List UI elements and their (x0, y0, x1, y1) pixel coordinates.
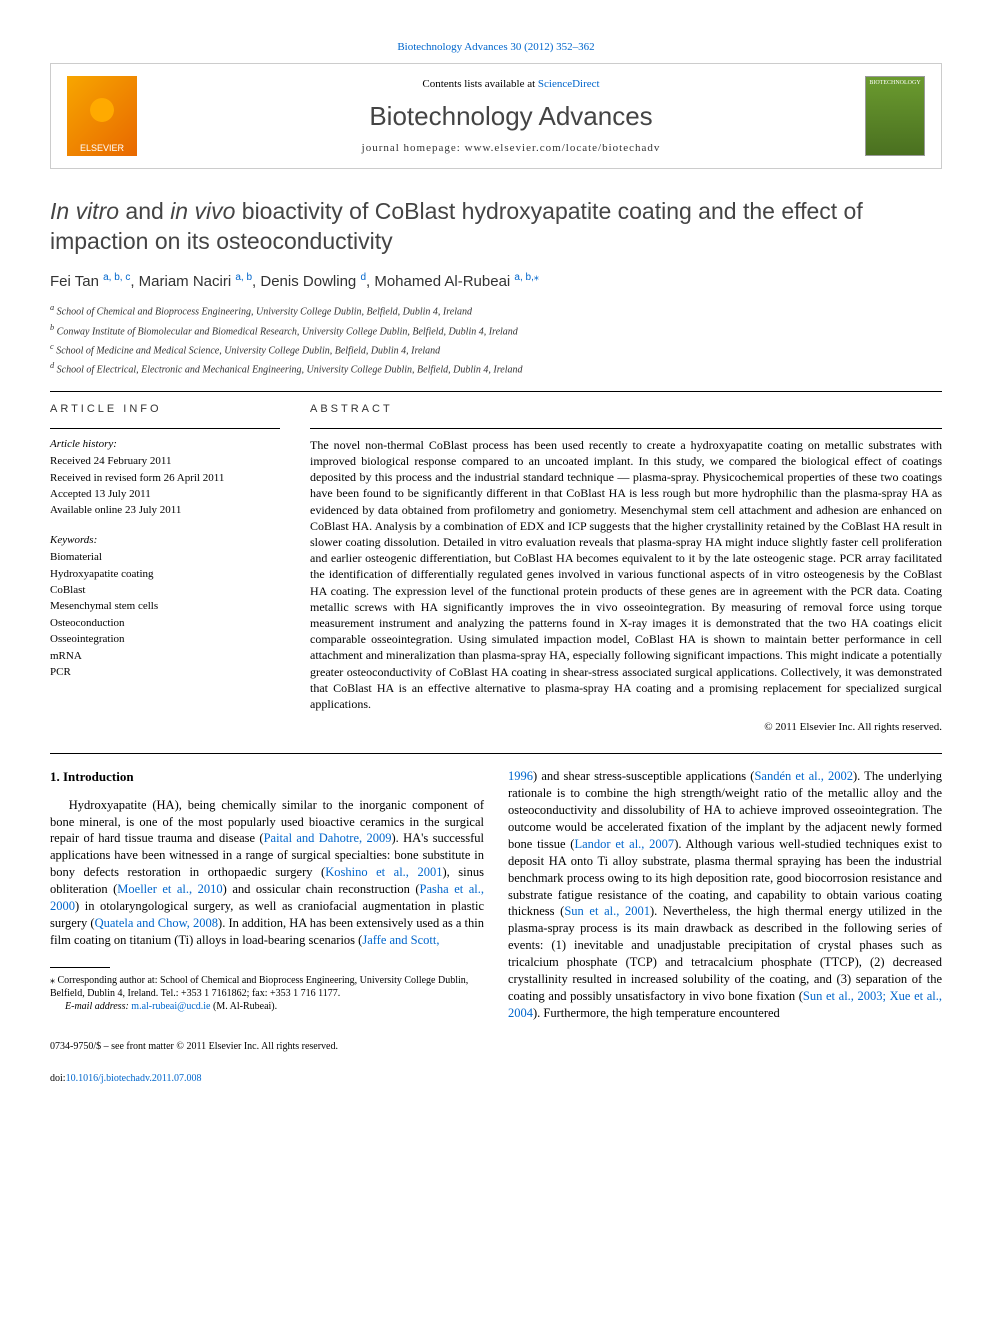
keyword: Osteoconduction (50, 616, 280, 631)
abstract-head: ABSTRACT (310, 402, 942, 417)
title-mid: and (119, 198, 170, 224)
journal-header: ELSEVIER Contents lists available at Sci… (50, 63, 942, 169)
homepage-pre: journal homepage: (362, 142, 465, 154)
keyword: Mesenchymal stem cells (50, 599, 280, 614)
divider-1 (50, 391, 942, 392)
ref-link[interactable]: Paital and Dahotre, 2009 (264, 831, 392, 845)
contents-line: Contents lists available at ScienceDirec… (157, 77, 865, 92)
footnote-separator (50, 967, 110, 968)
article-info: ARTICLE INFO Article history: Received 2… (50, 402, 280, 735)
section-heading: 1. Introduction (50, 768, 484, 786)
email-post: (M. Al-Rubeai). (210, 1001, 277, 1012)
author-2: , Mariam Naciri (130, 273, 235, 290)
author-3: , Denis Dowling (252, 273, 360, 290)
keyword: Hydroxyapatite coating (50, 567, 280, 582)
body-text-frag: ) and shear stress-susceptible applicati… (533, 769, 754, 783)
citation-link: Biotechnology Advances 30 (2012) 352–362 (50, 40, 942, 55)
keyword: mRNA (50, 649, 280, 664)
author-2-sup[interactable]: a, b (235, 272, 252, 283)
ref-link[interactable]: Sun et al., 2001 (564, 904, 650, 918)
email-link[interactable]: m.al-rubeai@ucd.ie (131, 1001, 210, 1012)
body-para-1: Hydroxyapatite (HA), being chemically si… (50, 797, 484, 949)
body-text-frag: ). Furthermore, the high temperature enc… (533, 1006, 780, 1020)
elsevier-tree-icon (77, 90, 127, 140)
homepage-url: www.elsevier.com/locate/biotechadv (465, 142, 661, 154)
ref-link[interactable]: Sandén et al., 2002 (754, 769, 853, 783)
history-line: Received 24 February 2011 (50, 454, 280, 469)
history-head: Article history: (50, 437, 280, 452)
keyword: Osseointegration (50, 632, 280, 647)
ref-link[interactable]: 1996 (508, 769, 533, 783)
journal-name: Biotechnology Advances (157, 98, 865, 134)
keywords-head: Keywords: (50, 533, 280, 548)
homepage-line: journal homepage: www.elsevier.com/locat… (157, 141, 865, 156)
title-italic-2: in vivo (170, 198, 235, 224)
ref-link[interactable]: Landor et al., 2007 (574, 837, 674, 851)
affil-text-a: School of Chemical and Bioprocess Engine… (54, 307, 472, 318)
author-4-sup[interactable]: a, b, (514, 272, 533, 283)
doi-pre: doi: (50, 1073, 66, 1084)
email-pre: E-mail address: (65, 1001, 131, 1012)
corresponding-footnote: ⁎ Corresponding author at: School of Che… (50, 974, 484, 1000)
abstract-copyright: © 2011 Elsevier Inc. All rights reserved… (310, 720, 942, 735)
history-line: Received in revised form 26 April 2011 (50, 471, 280, 486)
abstract-block: ABSTRACT The novel non-thermal CoBlast p… (310, 402, 942, 735)
divider-2 (50, 753, 942, 754)
body-para-2: 1996) and shear stress-susceptible appli… (508, 768, 942, 1021)
title-italic-1: In vitro (50, 198, 119, 224)
keyword: PCR (50, 665, 280, 680)
article-info-head: ARTICLE INFO (50, 402, 280, 417)
ref-link[interactable]: Quatela and Chow, 2008 (95, 916, 218, 930)
cover-label: BIOTECHNOLOGY (866, 77, 924, 87)
footer-doi: doi:10.1016/j.biotechadv.2011.07.008 (50, 1072, 942, 1086)
ref-link[interactable]: Moeller et al., 2010 (117, 882, 222, 896)
affiliation-a: a School of Chemical and Bioprocess Engi… (50, 302, 942, 319)
author-4: , Mohamed Al-Rubeai (366, 273, 514, 290)
footer-issn: 0734-9750/$ – see front matter © 2011 El… (50, 1040, 942, 1054)
ref-link[interactable]: Koshino et al., 2001 (325, 865, 442, 879)
elsevier-logo: ELSEVIER (67, 76, 137, 156)
body-col-right: 1996) and shear stress-susceptible appli… (508, 768, 942, 1021)
header-center: Contents lists available at ScienceDirec… (157, 77, 865, 156)
affiliation-d: d School of Electrical, Electronic and M… (50, 360, 942, 377)
keywords-block: Keywords: Biomaterial Hydroxyapatite coa… (50, 533, 280, 681)
journal-cover-thumb: BIOTECHNOLOGY (865, 76, 925, 156)
info-divider (50, 428, 280, 429)
keyword: Biomaterial (50, 550, 280, 565)
affil-text-b: Conway Institute of Biomolecular and Bio… (54, 326, 518, 337)
body-columns: 1. Introduction Hydroxyapatite (HA), bei… (50, 768, 942, 1021)
sciencedirect-link[interactable]: ScienceDirect (538, 78, 600, 90)
author-1: Fei Tan (50, 273, 103, 290)
corresponding-star[interactable]: ⁎ (534, 272, 539, 283)
abstract-text: The novel non-thermal CoBlast process ha… (310, 437, 942, 712)
keyword: CoBlast (50, 583, 280, 598)
author-1-sup[interactable]: a, b, c (103, 272, 130, 283)
citation-link-anchor[interactable]: Biotechnology Advances 30 (2012) 352–362 (397, 41, 594, 53)
body-col-left: 1. Introduction Hydroxyapatite (HA), bei… (50, 768, 484, 1021)
email-footnote: E-mail address: m.al-rubeai@ucd.ie (M. A… (50, 1000, 484, 1013)
affil-text-d: School of Electrical, Electronic and Mec… (54, 364, 522, 375)
body-text-frag: ) and ossicular chain reconstruction ( (223, 882, 420, 896)
affiliation-c: c School of Medicine and Medical Science… (50, 341, 942, 358)
history-line: Available online 23 July 2011 (50, 503, 280, 518)
affil-text-c: School of Medicine and Medical Science, … (54, 345, 440, 356)
elsevier-logo-text: ELSEVIER (67, 140, 137, 157)
contents-pre: Contents lists available at (422, 78, 537, 90)
abstract-divider (310, 428, 942, 429)
info-abstract-row: ARTICLE INFO Article history: Received 2… (50, 402, 942, 735)
history-line: Accepted 13 July 2011 (50, 487, 280, 502)
article-title: In vitro and in vivo bioactivity of CoBl… (50, 197, 942, 257)
doi-link[interactable]: 10.1016/j.biotechadv.2011.07.008 (66, 1073, 202, 1084)
author-list: Fei Tan a, b, c, Mariam Naciri a, b, Den… (50, 271, 942, 292)
ref-link[interactable]: Jaffe and Scott, (362, 933, 439, 947)
affiliation-b: b Conway Institute of Biomolecular and B… (50, 322, 942, 339)
